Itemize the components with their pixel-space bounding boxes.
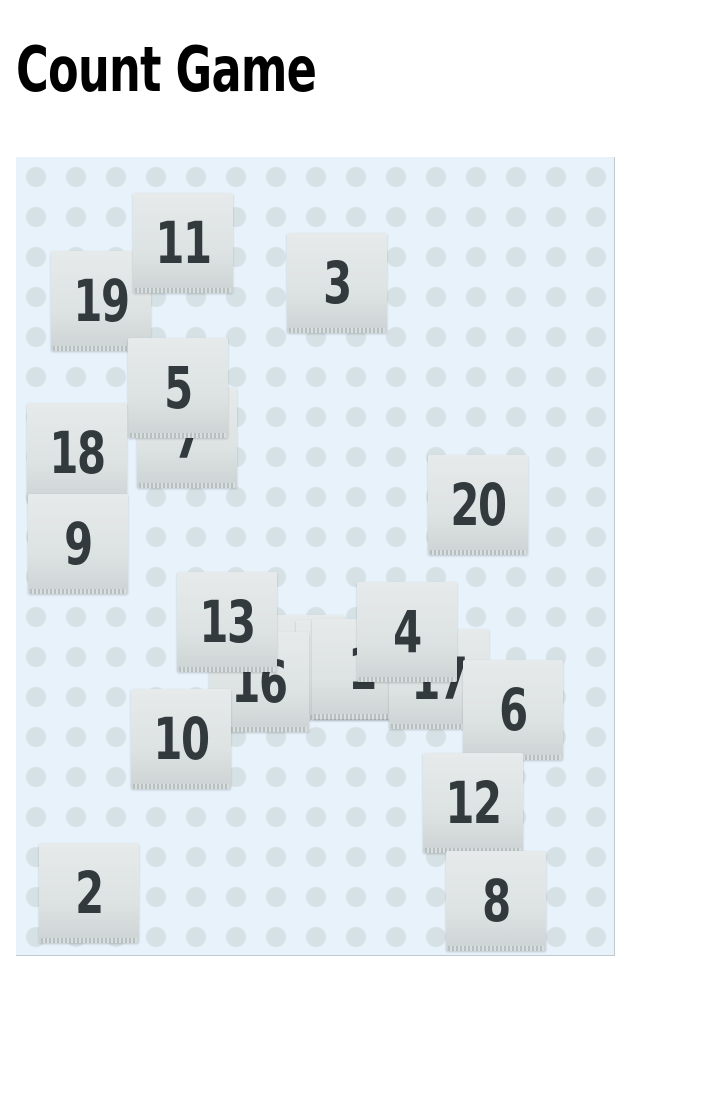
page-title: Count Game	[16, 33, 317, 106]
tile-label: 19	[73, 267, 130, 335]
number-tile-8[interactable]: 8	[446, 851, 546, 951]
tile-label: 2	[75, 859, 104, 927]
tile-label: 5	[164, 354, 193, 422]
number-tile-5[interactable]: 5	[128, 338, 228, 438]
number-tile-3[interactable]: 3	[287, 233, 387, 333]
game-board: 15 14 16 1 17 7 19 11 3 5 18 9 20 13 4 6…	[16, 157, 615, 956]
tile-label: 12	[445, 769, 502, 837]
number-tile-12[interactable]: 12	[423, 753, 523, 853]
tile-label: 3	[323, 249, 352, 317]
tile-label: 18	[49, 419, 106, 487]
tile-label: 10	[153, 705, 210, 773]
tile-label: 20	[450, 471, 507, 539]
number-tile-18[interactable]: 18	[27, 403, 127, 503]
number-tile-10[interactable]: 10	[131, 689, 231, 789]
number-tile-4[interactable]: 4	[357, 582, 457, 682]
number-tile-2[interactable]: 2	[39, 843, 139, 943]
tile-label: 11	[155, 209, 212, 277]
tile-label: 13	[199, 588, 256, 656]
number-tile-6[interactable]: 6	[463, 660, 563, 760]
number-tile-20[interactable]: 20	[428, 455, 528, 555]
number-tile-9[interactable]: 9	[28, 494, 128, 594]
tile-label: 8	[482, 867, 511, 935]
number-tile-13[interactable]: 13	[177, 572, 277, 672]
tile-label: 4	[393, 598, 422, 666]
tile-label: 9	[64, 510, 93, 578]
number-tile-11[interactable]: 11	[133, 193, 233, 293]
tile-label: 6	[499, 676, 528, 744]
